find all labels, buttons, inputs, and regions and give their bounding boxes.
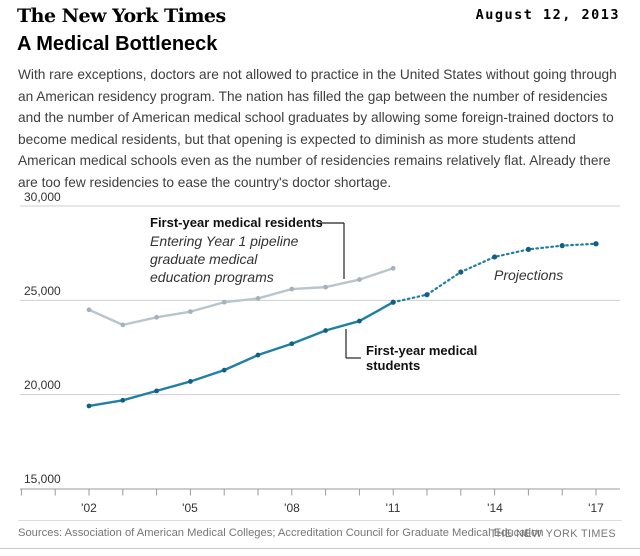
x-tick-label: '11 xyxy=(385,501,401,515)
date-label: August 12, 2013 xyxy=(475,7,620,23)
x-tick-label: '17 xyxy=(588,501,604,515)
footer-divider xyxy=(18,520,622,521)
y-tick-label: 15,000 xyxy=(24,472,61,486)
students-series-label: First-year medical students xyxy=(366,343,478,373)
x-tick-label: '02 xyxy=(81,501,97,515)
y-tick-label: 20,000 xyxy=(24,378,61,392)
x-tick-label: '08 xyxy=(284,501,300,515)
x-tick-label: '05 xyxy=(182,501,198,515)
nyt-logo: The New York Times xyxy=(17,5,226,27)
sources-line: Sources: Association of American Medical… xyxy=(18,527,544,539)
article-body: With rare exceptions, doctors are not al… xyxy=(18,67,617,190)
nyt-credit: THE NEW YORK TIMES xyxy=(489,528,616,540)
y-tick-label: 25,000 xyxy=(24,284,61,298)
x-tick-label: '14 xyxy=(487,501,503,515)
page-title: A Medical Bottleneck xyxy=(17,33,218,55)
y-tick-label: 30,000 xyxy=(24,190,61,204)
bottom-border xyxy=(0,548,640,549)
projections-label: Projections xyxy=(494,267,564,283)
residents-series-label: First-year medical residents xyxy=(150,215,323,230)
residents-series-sublabel: Entering Year 1 pipeline graduate medica… xyxy=(150,233,299,285)
